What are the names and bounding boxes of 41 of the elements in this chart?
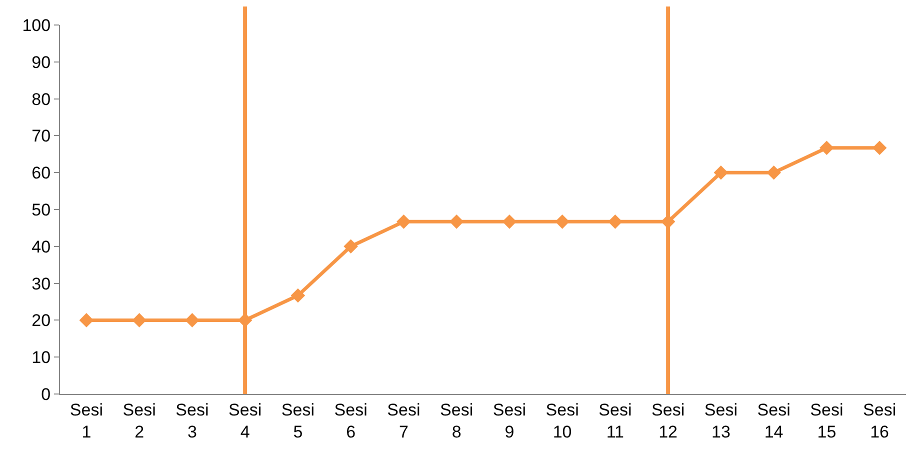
point bbox=[502, 214, 517, 229]
y-tick-label: 10 bbox=[32, 348, 51, 368]
x-tick-label: Sesi 8 bbox=[440, 400, 474, 442]
point bbox=[132, 313, 146, 328]
point bbox=[344, 239, 358, 254]
x-tick-label: Sesi 10 bbox=[546, 400, 579, 442]
point bbox=[555, 214, 570, 229]
y-tick-label: 40 bbox=[32, 237, 51, 256]
x-tick-label: Sesi 14 bbox=[757, 400, 790, 442]
point bbox=[449, 214, 464, 229]
x-tick-label: Sesi 3 bbox=[176, 400, 209, 442]
y-tick-label: 20 bbox=[32, 311, 51, 330]
x-tick-label: Sesi 4 bbox=[228, 400, 262, 442]
x-tick-label: Sesi 2 bbox=[122, 400, 156, 442]
y-tick-label: 90 bbox=[32, 52, 51, 72]
point bbox=[290, 288, 306, 303]
x-tick-label: Sesi 5 bbox=[281, 400, 314, 442]
point bbox=[396, 214, 411, 229]
point bbox=[714, 165, 728, 180]
point bbox=[79, 313, 94, 328]
x-tick-label: Sesi 7 bbox=[387, 400, 420, 442]
x-tick-label: Sesi 16 bbox=[863, 400, 896, 442]
y-tick-label: 100 bbox=[22, 16, 51, 35]
x-tick-label: Sesi 6 bbox=[334, 400, 368, 442]
point bbox=[608, 214, 622, 229]
x-tick-label: Sesi 9 bbox=[492, 400, 526, 442]
y-tick-label: 50 bbox=[32, 200, 51, 220]
x-tick-label: Sesi 12 bbox=[652, 400, 685, 442]
y-tick-label: 70 bbox=[32, 126, 51, 146]
x-tick-label: Sesi 1 bbox=[70, 400, 103, 442]
y-tick-label: 60 bbox=[32, 164, 51, 183]
x-tick-label: Sesi 13 bbox=[704, 400, 738, 442]
y-tick-label: 80 bbox=[32, 90, 51, 109]
point bbox=[820, 140, 834, 156]
x-tick-label: Sesi 11 bbox=[598, 400, 632, 442]
y-tick-label: 30 bbox=[32, 274, 51, 294]
point bbox=[872, 140, 887, 156]
point bbox=[766, 165, 781, 180]
y-tick-label: 0 bbox=[41, 384, 51, 404]
point bbox=[185, 313, 200, 328]
x-tick-label: Sesi 15 bbox=[810, 400, 844, 442]
